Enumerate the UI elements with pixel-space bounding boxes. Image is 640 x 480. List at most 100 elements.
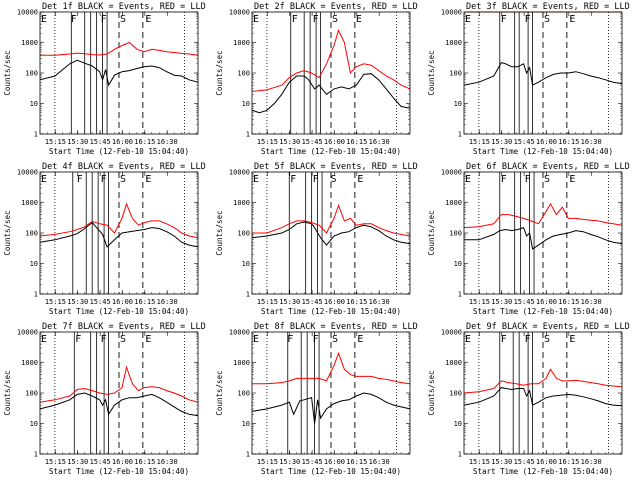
x-tick-label: 16:30 [369,138,390,146]
plot-frame [251,331,411,455]
x-tick-label: 16:30 [157,458,178,466]
x-tick-label: 15:30 [491,298,512,306]
flag-label-e: E [356,14,362,25]
plot-frame [463,171,623,295]
x-axis-label: Start Time (12-Feb-10 15:04:40) [49,467,189,476]
panel-title: Det 9f BLACK = Events, RED = LLD [466,322,630,332]
x-tick-label: 15:15 [45,298,66,306]
panel-det-6: Det 6f BLACK = Events, RED = LLD Counts/s… [427,162,630,316]
y-tick-label: 10000 [441,9,462,17]
flag-label-e: E [253,14,259,25]
y-tick-label: 1 [246,131,250,139]
y-tick-label: 10000 [441,169,462,177]
series-lld-line [252,351,411,385]
flag-label-f: F [313,14,319,25]
x-axis-label: Start Time (12-Feb-10 15:04:40) [261,307,401,316]
x-tick-label: 16:00 [536,298,557,306]
flag-label-s: S [120,14,126,25]
y-tick-label: 10000 [229,329,250,337]
flag-label-e: E [569,174,575,185]
y-axis-label: Counts/sec [215,50,224,95]
x-tick-label: 16:15 [134,298,155,306]
y-tick-label: 1 [458,451,462,459]
y-tick-label: 1 [458,131,462,139]
x-tick-label: 16:15 [134,138,155,146]
x-axis-label: Start Time (12-Feb-10 15:04:40) [473,147,613,156]
flag-label-e: E [253,334,259,345]
x-tick-label: 15:30 [67,298,88,306]
y-tick-label: 1000 [445,199,462,207]
panel-det-8: Det 8f BLACK = Events, RED = LLD Counts/s… [215,322,418,476]
plot-frame [39,331,199,455]
x-tick-label: 16:30 [157,138,178,146]
x-tick-label: 15:30 [67,138,88,146]
flag-label-f: F [313,174,319,185]
flag-label-e: E [41,334,47,345]
y-tick-label: 10000 [17,9,38,17]
flag-label-s: S [120,174,126,185]
y-tick-label: 1000 [445,359,462,367]
x-tick-label: 16:30 [581,458,602,466]
x-axis-label: Start Time (12-Feb-10 15:04:40) [49,147,189,156]
x-tick-label: 16:30 [581,298,602,306]
y-tick-label: 100 [25,230,38,238]
panel-det-7: Det 7f BLACK = Events, RED = LLD Counts/s… [3,322,206,476]
x-tick-label: 15:15 [45,458,66,466]
panel-title: Det 1f BLACK = Events, RED = LLD [42,2,206,12]
series-events-line [251,392,411,424]
y-tick-label: 10000 [229,169,250,177]
y-axis-label: Counts/sec [427,370,436,415]
x-tick-label: 16:30 [369,298,390,306]
panel-title: Det 7f BLACK = Events, RED = LLD [42,322,206,332]
flag-label-f: F [292,14,298,25]
x-tick-label: 15:45 [514,298,535,306]
flag-label-s: S [332,334,338,345]
panel-title: Det 3f BLACK = Events, RED = LLD [466,2,630,12]
y-tick-label: 1 [246,451,250,459]
y-tick-label: 10 [242,100,250,108]
x-axis-label: Start Time (12-Feb-10 15:04:40) [473,307,613,316]
x-tick-label: 15:45 [514,138,535,146]
x-tick-label: 15:30 [491,458,512,466]
flag-label-f: F [101,174,107,185]
x-tick-label: 16:00 [324,298,345,306]
x-axis-label: Start Time (12-Feb-10 15:04:40) [261,467,401,476]
x-tick-label: 16:30 [581,138,602,146]
flag-label-s: S [544,14,550,25]
x-tick-label: 16:00 [536,138,557,146]
plot-frame [39,171,199,295]
x-tick-label: 16:00 [536,458,557,466]
panel-title: Det 6f BLACK = Events, RED = LLD [466,162,630,172]
y-tick-label: 1000 [21,359,38,367]
y-axis-label: Counts/sec [215,370,224,415]
x-tick-label: 16:15 [346,298,367,306]
x-tick-label: 15:15 [469,138,490,146]
y-tick-label: 1000 [445,39,462,47]
flag-label-f: F [290,174,296,185]
flag-label-f: F [101,14,107,25]
panel-title: Det 2f BLACK = Events, RED = LLD [254,2,418,12]
flag-label-e: E [145,14,151,25]
series-events-line [464,226,623,250]
y-tick-label: 1 [34,451,38,459]
x-tick-label: 16:15 [558,458,579,466]
y-tick-label: 100 [237,70,250,78]
y-tick-label: 100 [449,230,462,238]
flag-label-e: E [465,334,471,345]
plot-frame [463,11,623,135]
plot-frame [39,11,199,135]
series-events-line [463,387,623,407]
y-tick-label: 100 [449,70,462,78]
y-tick-label: 100 [25,390,38,398]
plot-frame [463,331,623,455]
y-tick-label: 1000 [233,39,250,47]
y-tick-label: 10000 [17,169,38,177]
series-lld-line [39,365,199,403]
flag-label-e: E [145,174,151,185]
y-axis-label: Counts/sec [3,210,12,255]
y-axis-label: Counts/sec [427,210,436,255]
y-tick-label: 100 [25,70,38,78]
x-tick-label: 15:30 [279,298,300,306]
panel-det-4: Det 4f BLACK = Events, RED = LLD Counts/s… [3,162,206,316]
panel-det-9: Det 9f BLACK = Events, RED = LLD Counts/s… [427,322,630,476]
